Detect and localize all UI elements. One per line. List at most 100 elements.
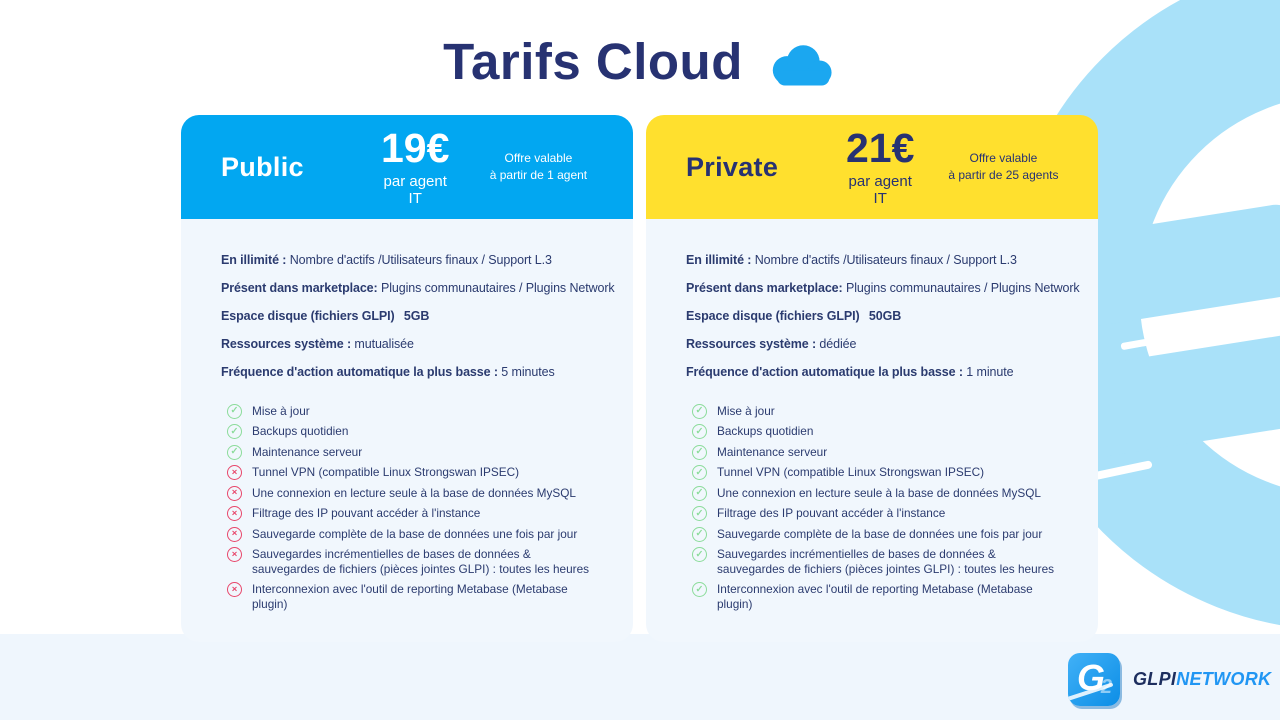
spec-label: En illimité :: [221, 253, 287, 267]
check-icon: ✓: [692, 526, 707, 542]
price-amount: 19€: [381, 124, 450, 171]
logo-wordmark: GLPINETWORK: [1133, 669, 1271, 690]
offer-note: Offre valable à partir de 25 agents: [914, 150, 1092, 185]
feature-item: × Interconnexion avec l'outil de reportin…: [227, 581, 615, 611]
feature-item: ✓ Maintenance serveur: [692, 444, 1080, 460]
check-icon: ✓: [692, 444, 707, 460]
spec-label: Fréquence d'action automatique la plus b…: [221, 365, 498, 379]
spec-item: Espace disque (fichiers GLPI) 50GB: [686, 308, 1080, 325]
spec-value: Plugins communautaires / Plugins Network: [377, 281, 615, 295]
feature-label: Backups quotidien: [252, 424, 349, 438]
check-icon: ✓: [692, 465, 707, 480]
check-icon: ✓: [692, 547, 707, 562]
feature-label: Tunnel VPN (compatible Linux Strongswan …: [252, 465, 520, 479]
feature-label: Tunnel VPN (compatible Linux Strongswan …: [717, 465, 985, 479]
offer-line2: à partir de 1 agent: [489, 168, 588, 182]
spec-item: Ressources système : dédiée: [686, 336, 1080, 353]
feature-item: ✓ Mise à jour: [227, 403, 615, 419]
spec-value: mutualisée: [351, 337, 414, 351]
offer-line1: Offre valable: [504, 150, 573, 165]
spec-label: Fréquence d'action automatique la plus b…: [686, 365, 963, 379]
feature-label: Sauvegarde complète de la base de donnée…: [252, 526, 578, 541]
spec-value: 50GB: [865, 309, 902, 323]
cross-icon: ×: [227, 581, 242, 597]
plan-name: Private: [686, 151, 779, 182]
feature-list: ✓ Mise à jour ✓ Backups quotidien ✓ Maintenan…: [227, 403, 615, 612]
spec-item: Espace disque (fichiers GLPI) 5GB: [221, 308, 615, 325]
card-body: En illimité : Nombre d'actifs /Utilisate…: [181, 219, 633, 642]
cross-icon: ×: [227, 547, 242, 562]
cloud-icon: [763, 33, 837, 91]
price-unit: par agent IT: [848, 172, 912, 207]
feature-item: × Tunnel VPN (compatible Linux Strongswan…: [227, 464, 615, 480]
feature-label: Sauvegardes incrémentielles de bases de …: [717, 547, 1055, 576]
spec-item: En illimité : Nombre d'actifs /Utilisate…: [686, 252, 1080, 269]
feature-label: Une connexion en lecture seule à la base…: [252, 485, 576, 500]
price-unit: par agent IT: [383, 172, 447, 207]
check-icon: ✓: [227, 403, 242, 419]
spec-value: 5 minutes: [497, 365, 555, 379]
check-icon: ✓: [692, 424, 707, 439]
check-icon: ✓: [692, 403, 707, 419]
feature-label: Filtrage des IP pouvant accéder à l'inst…: [717, 506, 946, 520]
feature-item: ✓ Tunnel VPN (compatible Linux Strongswan…: [692, 464, 1080, 480]
feature-item: × Sauvegarde complète de la base de donné…: [227, 526, 615, 542]
cross-icon: ×: [227, 526, 242, 542]
check-icon: ✓: [227, 444, 242, 460]
spec-item: Fréquence d'action automatique la plus b…: [686, 364, 1080, 381]
spec-value: dédiée: [816, 337, 857, 351]
spec-label: Présent dans marketplace:: [686, 281, 843, 295]
logo-g-glyph: G: [1077, 657, 1106, 698]
offer-note: Offre valable à partir de 1 agent: [449, 150, 627, 185]
plan-name: Public: [221, 151, 304, 182]
spec-value: Plugins communautaires / Plugins Network: [842, 281, 1080, 295]
spec-item: Fréquence d'action automatique la plus b…: [221, 364, 615, 381]
pricing-cards: Public 19€ par agent IT Offre valable à …: [181, 115, 1098, 642]
feature-item: ✓ Mise à jour: [692, 403, 1080, 419]
spec-label: Présent dans marketplace:: [221, 281, 378, 295]
cross-icon: ×: [227, 485, 242, 501]
check-icon: ✓: [692, 506, 707, 521]
footer-band: [0, 634, 1280, 720]
feature-item: × Sauvegardes incrémentielles de bases de…: [227, 546, 615, 576]
spec-label: Espace disque (fichiers GLPI): [686, 309, 860, 323]
feature-label: Sauvegarde complète de la base de donnée…: [717, 526, 1043, 541]
glpi-logo-icon: 2 G: [1068, 653, 1120, 706]
page-title: Tarifs Cloud: [443, 33, 743, 90]
check-icon: ✓: [692, 581, 707, 597]
spec-value: Nombre d'actifs /Utilisateurs finaux / S…: [286, 253, 552, 267]
logo-text-glpi: GLPI: [1133, 669, 1177, 689]
spec-value: 5GB: [400, 309, 430, 323]
spec-label: En illimité :: [686, 253, 752, 267]
feature-label: Maintenance serveur: [252, 444, 363, 459]
feature-label: Maintenance serveur: [717, 444, 828, 459]
check-icon: ✓: [692, 485, 707, 501]
cross-icon: ×: [227, 465, 242, 480]
check-icon: ✓: [227, 424, 242, 439]
price-amount: 21€: [846, 124, 915, 171]
feature-item: ✓ Sauvegardes incrémentielles de bases de…: [692, 546, 1080, 576]
card-body: En illimité : Nombre d'actifs /Utilisate…: [646, 219, 1098, 642]
spec-label: Ressources système :: [221, 337, 352, 351]
glpi-network-logo: 2 G GLPINETWORK: [1068, 653, 1271, 706]
feature-label: Sauvegardes incrémentielles de bases de …: [252, 547, 590, 576]
feature-item: ✓ Interconnexion avec l'outil de reportin…: [692, 581, 1080, 611]
offer-line1: Offre valable: [969, 150, 1038, 165]
card-header: Public 19€ par agent IT Offre valable à …: [181, 115, 633, 219]
card-header: Private 21€ par agent IT Offre valable à…: [646, 115, 1098, 219]
feature-label: Interconnexion avec l'outil de reporting…: [717, 581, 1033, 611]
feature-label: Mise à jour: [252, 403, 310, 418]
feature-item: ✓ Une connexion en lecture seule à la bas…: [692, 485, 1080, 501]
spec-list: En illimité : Nombre d'actifs /Utilisate…: [221, 252, 615, 381]
spec-value: Nombre d'actifs /Utilisateurs finaux / S…: [751, 253, 1017, 267]
feature-item: ✓ Filtrage des IP pouvant accéder à l'ins…: [692, 505, 1080, 521]
spec-item: Présent dans marketplace: Plugins commun…: [686, 280, 1080, 297]
price-block: 19€ par agent IT: [381, 124, 450, 207]
feature-item: × Filtrage des IP pouvant accéder à l'ins…: [227, 505, 615, 521]
feature-label: Backups quotidien: [717, 424, 814, 438]
cross-icon: ×: [227, 506, 242, 521]
feature-list: ✓ Mise à jour ✓ Backups quotidien ✓ Maintenan…: [692, 403, 1080, 612]
spec-value: 1 minute: [962, 365, 1014, 379]
page-header: Tarifs Cloud: [0, 32, 1280, 91]
feature-label: Interconnexion avec l'outil de reporting…: [252, 581, 568, 611]
